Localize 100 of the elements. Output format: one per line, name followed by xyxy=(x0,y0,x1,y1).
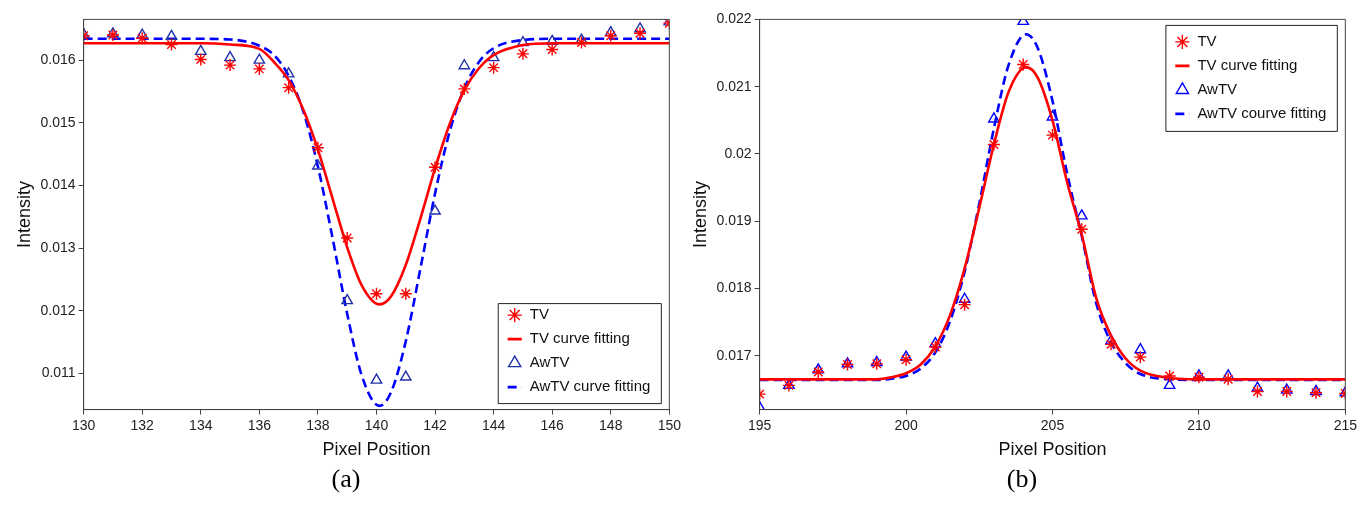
point xyxy=(574,35,589,50)
y-tick-label: 0.013 xyxy=(40,238,76,255)
point xyxy=(870,357,884,371)
text: (a) xyxy=(331,463,361,495)
point xyxy=(1251,381,1264,392)
x-tick-label: 130 xyxy=(71,416,96,433)
point xyxy=(458,59,471,70)
point xyxy=(988,112,1000,123)
point xyxy=(281,80,296,95)
point xyxy=(136,28,149,39)
x-tick-label: 146 xyxy=(540,416,565,433)
point xyxy=(194,52,208,67)
x-tick-label: 200 xyxy=(894,416,918,433)
point xyxy=(252,62,267,76)
point xyxy=(516,47,530,61)
point xyxy=(487,50,500,62)
y-tick-label: 0.02 xyxy=(724,144,752,161)
x-tick-label: 148 xyxy=(599,416,623,433)
point xyxy=(253,53,266,64)
x-tick-label: 150 xyxy=(657,416,682,433)
point xyxy=(1133,350,1148,364)
y-axis-title: Intensity xyxy=(689,180,710,249)
legend-label: TV xyxy=(1197,32,1217,50)
x-tick-label: 134 xyxy=(189,416,213,433)
point xyxy=(545,42,559,57)
point xyxy=(164,37,179,52)
point xyxy=(957,297,972,312)
x-tick-label: 142 xyxy=(423,416,447,433)
point xyxy=(428,160,442,174)
y-tick-label: 0.017 xyxy=(716,346,752,363)
point xyxy=(1250,384,1265,399)
point xyxy=(1221,372,1235,387)
legend-label: TV curve fitting xyxy=(1197,56,1298,74)
point xyxy=(312,159,324,170)
point xyxy=(1162,369,1177,383)
point xyxy=(370,373,383,384)
point xyxy=(900,350,912,361)
point xyxy=(223,58,237,72)
point xyxy=(399,287,413,301)
point xyxy=(340,231,354,245)
point xyxy=(1075,222,1089,236)
point xyxy=(165,29,178,41)
point xyxy=(224,50,236,62)
point xyxy=(929,336,942,348)
point xyxy=(634,22,646,33)
x-tick-label: 136 xyxy=(247,416,272,433)
y-tick-label: 0.016 xyxy=(40,50,76,67)
legend-label: TV xyxy=(529,305,549,323)
legend-label: AwTV xyxy=(1197,80,1238,98)
point xyxy=(1280,383,1293,394)
y-tick-label: 0.014 xyxy=(40,176,76,193)
point xyxy=(811,365,825,379)
x-tick-label: 205 xyxy=(1040,416,1065,433)
point xyxy=(457,82,472,96)
y-axis-title: Intensity xyxy=(13,180,34,249)
point xyxy=(633,26,647,40)
x-tick-label: 195 xyxy=(747,416,772,433)
point xyxy=(1134,343,1147,354)
y-tick-label: 0.019 xyxy=(716,212,752,229)
point xyxy=(1104,337,1118,352)
legend-label: AwTV courve fitting xyxy=(1197,104,1327,122)
point xyxy=(369,287,384,301)
y-tick-label: 0.022 xyxy=(716,10,752,27)
x-tick-label: 140 xyxy=(364,416,389,433)
point xyxy=(1075,209,1088,220)
text: (b) xyxy=(1006,463,1038,495)
point xyxy=(1310,384,1322,396)
point xyxy=(958,292,971,303)
point xyxy=(870,355,883,367)
point xyxy=(341,293,354,305)
point xyxy=(899,353,913,367)
point xyxy=(987,137,1001,152)
y-tick-label: 0.018 xyxy=(716,279,752,296)
point xyxy=(1309,386,1323,400)
y-tick-label: 0.011 xyxy=(41,364,76,381)
legend-label: AwTV xyxy=(529,353,570,371)
point xyxy=(486,60,501,75)
x-tick-label: 215 xyxy=(1333,416,1358,433)
point xyxy=(812,363,825,374)
point xyxy=(311,141,325,155)
point xyxy=(840,357,855,372)
x-tick-label: 210 xyxy=(1187,416,1211,433)
point xyxy=(928,340,943,354)
point xyxy=(194,44,207,56)
point xyxy=(1280,384,1294,399)
point xyxy=(429,204,441,215)
y-tick-label: 0.015 xyxy=(40,113,76,130)
point xyxy=(135,31,149,45)
point xyxy=(604,25,617,37)
point xyxy=(1016,57,1030,72)
point xyxy=(1046,110,1059,121)
legend-label: AwTV curve fitting xyxy=(529,377,651,395)
y-tick-label: 0.012 xyxy=(40,301,76,318)
point xyxy=(107,27,119,38)
point xyxy=(282,67,295,78)
legend-label: TV curve fitting xyxy=(529,329,630,347)
y-tick-label: 0.021 xyxy=(716,77,752,94)
x-tick-label: 138 xyxy=(306,416,330,433)
point xyxy=(399,370,412,381)
point xyxy=(1192,370,1206,385)
